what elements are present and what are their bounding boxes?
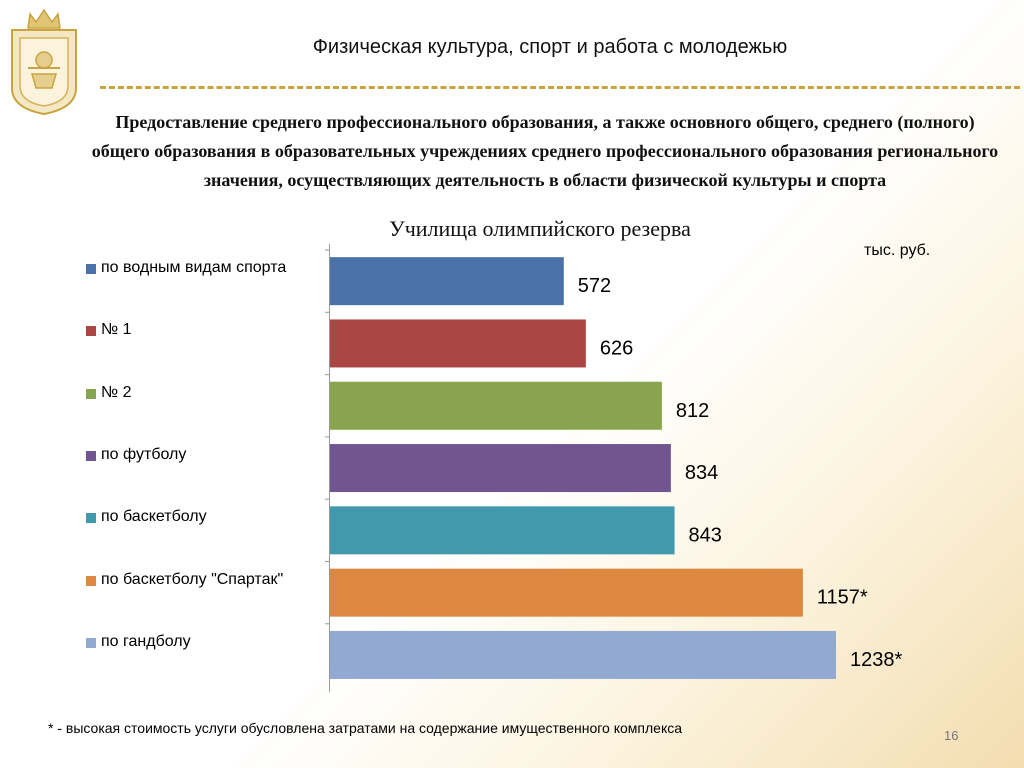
- legend-swatch: [86, 637, 96, 648]
- legend-label: по гандболу: [101, 632, 191, 650]
- legend-label: по водным видам спорта: [101, 259, 287, 276]
- bar: [330, 257, 564, 306]
- legend-swatch: [86, 264, 96, 274]
- data-label: 1157*: [817, 587, 868, 609]
- bar: [330, 630, 836, 679]
- footnote: * - высокая стоимость услуги обусловлена…: [48, 720, 683, 736]
- legend-label: по футболу: [101, 445, 187, 463]
- unit-label: тыс. руб.: [864, 242, 931, 259]
- data-label: 812: [676, 400, 709, 422]
- data-label: 626: [600, 337, 633, 359]
- data-label: 834: [685, 462, 718, 484]
- coat-of-arms-emblem: [11, 8, 77, 116]
- bar: [330, 506, 675, 555]
- legend-swatch: [86, 513, 96, 524]
- bar: [330, 568, 803, 617]
- header-divider: [100, 86, 1020, 89]
- data-label: 572: [578, 275, 611, 297]
- data-label: 1238*: [850, 649, 902, 671]
- bar: [330, 381, 662, 430]
- slide-subtitle: Предоставление среднего профессиональног…: [91, 112, 999, 190]
- legend-label: № 2: [101, 383, 132, 401]
- legend-swatch: [86, 575, 96, 586]
- chart-title: Училища олимпийского резерва: [389, 216, 691, 241]
- legend-swatch: [86, 388, 96, 399]
- bar: [330, 319, 586, 368]
- header-title: Физическая культура, спорт и работа с мо…: [312, 36, 788, 58]
- legend-label: по баскетболу "Спартак": [101, 570, 284, 588]
- legend-swatch: [86, 326, 96, 337]
- page-number: 16: [944, 728, 959, 743]
- data-label: 843: [689, 524, 722, 546]
- bar: [330, 444, 671, 493]
- legend-label: № 1: [101, 321, 132, 339]
- legend-swatch: [86, 450, 96, 461]
- legend-label: по баскетболу: [101, 508, 207, 526]
